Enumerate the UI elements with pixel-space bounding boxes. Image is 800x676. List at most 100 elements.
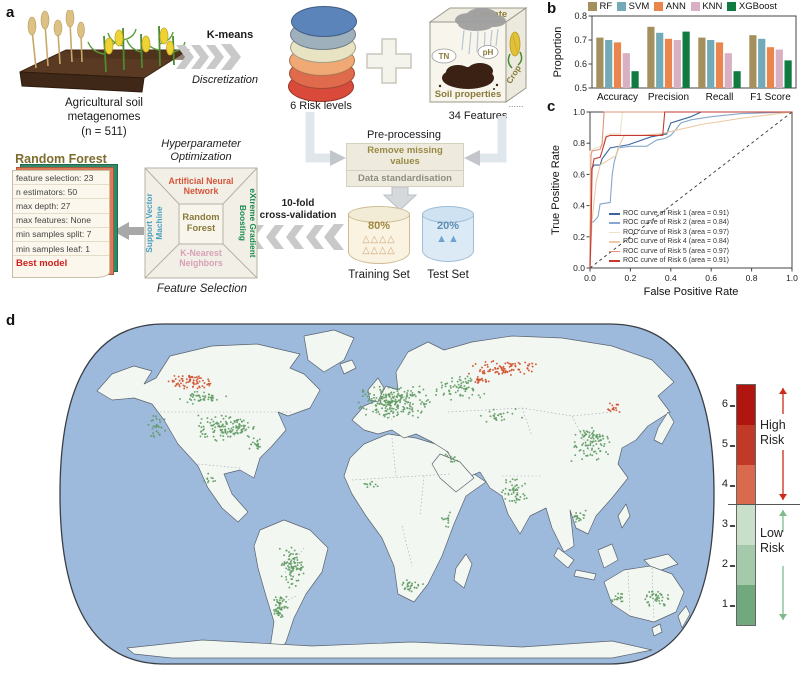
storm-cloud-icon xyxy=(455,8,506,31)
legend-item: ANN xyxy=(654,1,686,12)
bar xyxy=(596,37,604,88)
bar xyxy=(622,53,630,88)
down-arrow-icon xyxy=(382,186,418,211)
bar xyxy=(673,40,681,88)
wheat-stalks xyxy=(31,21,83,69)
bar xyxy=(749,35,757,88)
dot-cluster-south-africa xyxy=(401,579,425,593)
risk-levels-disk-stack xyxy=(288,6,357,102)
kmeans-label: K-means xyxy=(206,29,254,41)
dot-cluster-us-southeast xyxy=(248,438,261,450)
data-standardisation-step: Data standardisation xyxy=(347,169,463,186)
dot-cluster-ne-china xyxy=(607,402,621,413)
svg-text:0.4: 0.4 xyxy=(665,273,677,283)
crop-field-illustration xyxy=(19,10,190,93)
svg-text:0.6: 0.6 xyxy=(573,169,585,179)
dot-cluster-china-east xyxy=(570,426,611,463)
hyperparameter-row: min samples split: 7 xyxy=(13,228,109,242)
roc-curve xyxy=(589,111,793,268)
antarctica xyxy=(126,639,653,659)
roc-legend-row: ROC curve of Risk 5 (area = 0.97) xyxy=(609,247,729,256)
tasmania xyxy=(651,623,663,637)
dot-cluster-west-russia xyxy=(434,375,486,401)
dot-cluster-australia-sw xyxy=(611,592,624,603)
model-performance-bar-chart: 0.5 0.6 0.7 0.8 Proportion Accuracy Precision R… xyxy=(552,11,797,103)
roc-legend-row: ROC curve of Risk 4 (area = 0.84) xyxy=(609,237,729,246)
arabia xyxy=(431,453,475,493)
roc-legend-row: ROC curve of Risk 2 (area = 0.84) xyxy=(609,218,729,227)
preprocessing-box: Remove missing values Data standardisati… xyxy=(346,143,464,187)
borneo xyxy=(597,543,619,569)
madagascar xyxy=(453,553,473,589)
bar xyxy=(766,47,775,88)
dot-cluster-west-africa xyxy=(363,480,379,489)
hyperparameter-optimization-label: Hyperparameter Optimization xyxy=(161,138,241,163)
soil-metagenomes-caption: Agricultural soil metagenomes (n = 511) xyxy=(65,97,143,138)
hyperparameter-row: max depth: 27 xyxy=(13,199,109,214)
bar xyxy=(707,40,715,88)
best-model-footer: Best model xyxy=(16,258,68,270)
test-sample-triangles: ▲▲ xyxy=(436,233,460,245)
best-model-arrow-icon xyxy=(113,222,144,240)
risk-segment xyxy=(737,545,755,585)
feature-selection-label: Feature Selection xyxy=(156,283,248,295)
training-set-label: Training Set xyxy=(348,269,410,281)
remove-missing-values-step: Remove missing values xyxy=(367,145,443,167)
australia xyxy=(603,565,685,623)
risk-tick-6: 6 xyxy=(721,398,728,410)
ann-label: Artificial Neural Network xyxy=(168,176,234,197)
low-risk-label: Low Risk xyxy=(760,526,785,555)
risk-levels-label: 6 Risk levels xyxy=(290,100,352,112)
svg-text:Proportion: Proportion xyxy=(552,27,564,78)
ph-label: pH xyxy=(483,48,494,57)
greenland xyxy=(303,329,355,373)
best-model-card: feature selection: 23 n estimators: 50 max… xyxy=(12,164,118,282)
bar xyxy=(733,71,741,88)
dot-cluster-mexico xyxy=(203,472,217,484)
svg-text:Precision: Precision xyxy=(648,92,689,103)
svg-text:Recall: Recall xyxy=(706,92,734,103)
svg-text:0.8: 0.8 xyxy=(746,273,758,283)
continents xyxy=(96,329,691,659)
bar xyxy=(698,37,706,88)
card-front: feature selection: 23 n estimators: 50 max… xyxy=(12,170,110,278)
dot-cluster-india xyxy=(501,478,528,504)
svg-text:False Positive Rate: False Positive Rate xyxy=(644,286,739,298)
roc-legend-row: ROC curve of Risk 6 (area = 0.91) xyxy=(609,256,729,265)
legend-item: XGBoost xyxy=(727,1,777,12)
hyperparameter-row: n estimators: 50 xyxy=(13,185,109,200)
rf-center-label: Random Forest xyxy=(182,212,220,233)
training-set-cylinder: 80% △△△△ △△△△ xyxy=(348,206,410,264)
low-risk-arrow-icon xyxy=(779,510,787,620)
roc-legend-row: ROC curve of Risk 1 (area = 0.91) xyxy=(609,209,729,218)
risk-tick-1: 1 xyxy=(721,598,728,610)
bar xyxy=(656,32,664,88)
svg-text:0.6: 0.6 xyxy=(705,273,717,283)
bar xyxy=(631,71,639,88)
new-zealand xyxy=(677,605,691,629)
svg-text:0.5: 0.5 xyxy=(574,83,587,93)
model-selection-square xyxy=(144,167,258,279)
roc-curve xyxy=(589,111,792,268)
svg-text:Accuracy: Accuracy xyxy=(597,92,638,103)
philippines xyxy=(617,503,631,529)
dot-cluster-us-west xyxy=(147,415,166,438)
dot-cluster-east-africa xyxy=(440,511,451,528)
dot-cluster-argentina-pampas xyxy=(273,595,289,619)
dot-cluster-kazakhstan xyxy=(479,408,523,423)
features-cube: Climate TN pH Soil properties Crop .....… xyxy=(428,7,528,109)
risk-divider-line xyxy=(728,504,800,505)
risk-tick-5: 5 xyxy=(721,438,728,450)
svg-text:0.2: 0.2 xyxy=(573,232,585,242)
svg-text:1.0: 1.0 xyxy=(786,273,798,283)
svg-text:0.4: 0.4 xyxy=(573,201,585,211)
north-america xyxy=(96,343,321,523)
bar xyxy=(613,42,622,88)
risk-tick-2: 2 xyxy=(721,558,728,570)
dot-cluster-brazil-south xyxy=(278,546,305,589)
dot-cluster-urals-spot xyxy=(474,375,490,384)
bar-chart-legend: RF SVM ANN KNN XGBoost xyxy=(588,1,800,12)
dot-cluster-siberia-belt xyxy=(468,360,537,376)
bar xyxy=(605,40,613,88)
dot-cluster-middle-east xyxy=(444,453,459,463)
